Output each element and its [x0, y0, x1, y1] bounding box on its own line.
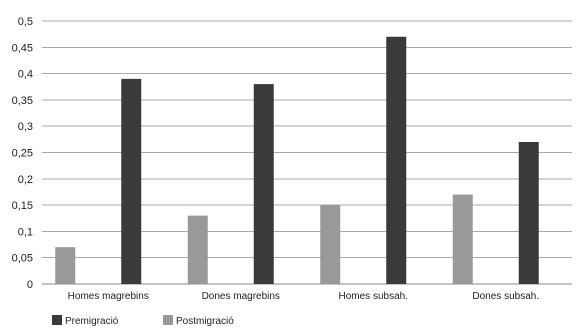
bar-premigraci	[386, 36, 407, 284]
y-tick-label: 0,2	[18, 174, 33, 186]
y-tick-label: 0,45	[12, 42, 33, 54]
x-category-label: Homes magrebins	[68, 291, 149, 302]
bar-postmigraci	[452, 194, 473, 284]
y-tick-label: 0,3	[18, 121, 33, 133]
bar-postmigraci	[55, 247, 76, 284]
x-category-label: Homes subsah.	[339, 291, 408, 302]
bar-premigraci	[253, 84, 274, 285]
y-tick-label: 0,1	[18, 226, 33, 238]
y-tick-label: 0,15	[12, 200, 33, 212]
bars	[55, 36, 539, 285]
y-tick-label: 0	[27, 279, 33, 291]
legend-swatch	[52, 315, 62, 325]
y-tick-label: 0,25	[12, 148, 33, 160]
legend: Premigració Postmigració	[52, 315, 234, 327]
y-tick-label: 0,5	[18, 16, 33, 28]
y-tick-label: 0,35	[12, 95, 33, 107]
bar-premigraci	[121, 78, 142, 284]
x-category-label: Dones subsah.	[472, 291, 539, 302]
legend-label: Premigració	[65, 316, 119, 327]
y-tick-label: 0,4	[18, 69, 33, 81]
legend-swatch	[163, 315, 173, 325]
bar-postmigraci	[187, 215, 208, 284]
x-axis-category-labels: Homes magrebins Dones magrebins Homes subs…	[68, 291, 539, 302]
x-category-label: Dones magrebins	[202, 291, 280, 302]
y-axis-tick-labels: 0 0,05 0,1 0,15 0,2 0,25 0,3 0,35 0,4 0,45 0,5	[12, 16, 33, 291]
legend-label: Postmigració	[176, 316, 234, 327]
bar-premigraci	[518, 141, 539, 284]
bar-postmigraci	[320, 205, 341, 284]
y-tick-label: 0,05	[12, 253, 33, 265]
